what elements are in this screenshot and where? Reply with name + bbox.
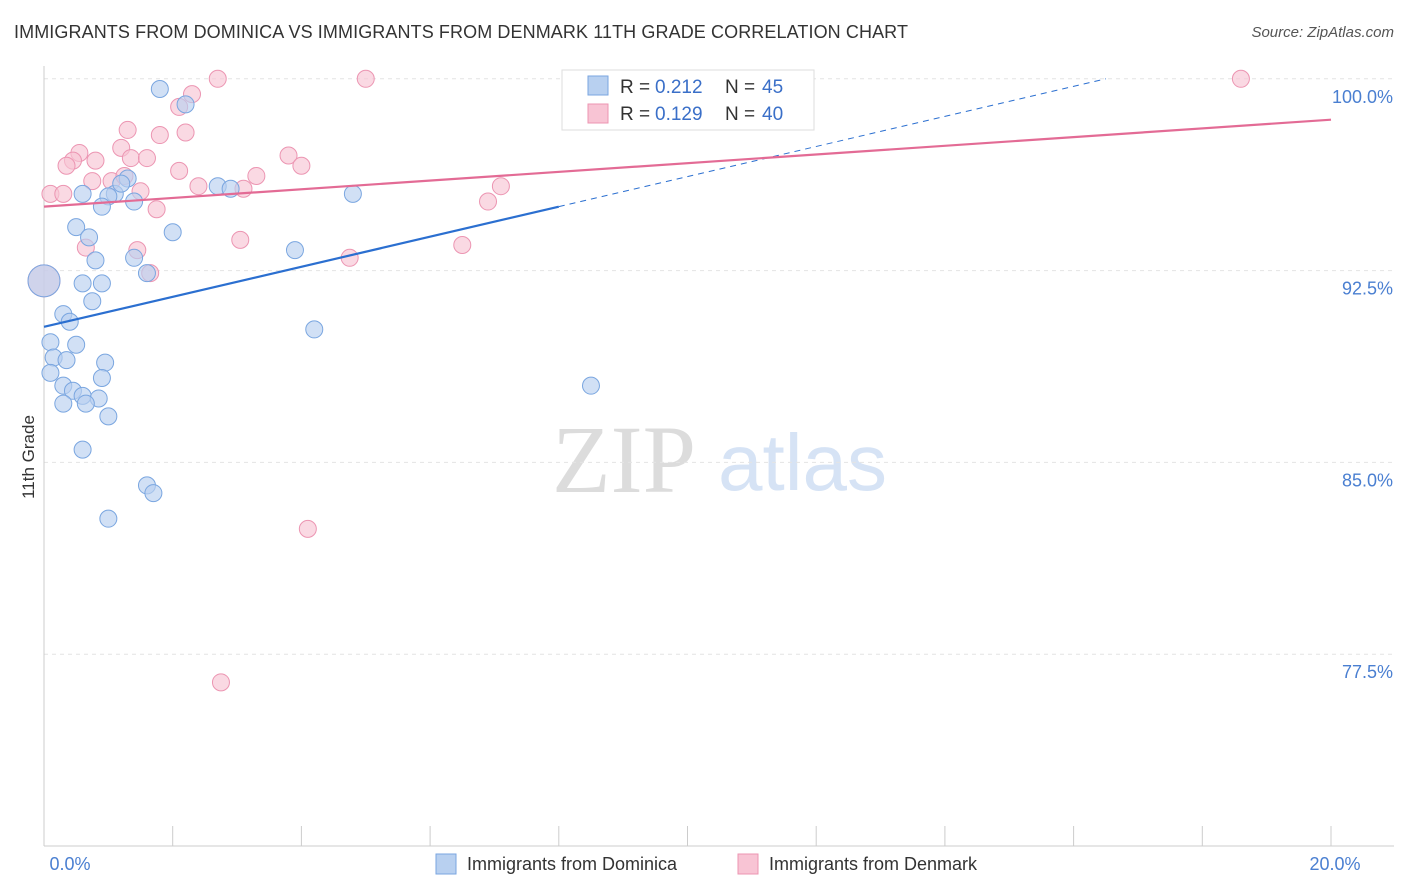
series-legend: Immigrants from Dominica Immigrants from… xyxy=(435,853,978,875)
legend-n-value-1: 45 xyxy=(762,77,783,98)
watermark: ZIP atlas xyxy=(552,406,887,513)
dominica-point-16 xyxy=(86,251,105,270)
denmark-point-30 xyxy=(231,230,250,249)
dominica-point-26 xyxy=(41,333,60,352)
denmark-point-1 xyxy=(356,69,375,88)
dominica-point-20 xyxy=(73,274,92,293)
dominica-point-41 xyxy=(73,440,92,459)
dominica-point-15 xyxy=(285,241,304,260)
dominica-point-37 xyxy=(581,376,600,395)
bottom-legend-label-denmark: Immigrants from Denmark xyxy=(769,854,978,874)
denmark-point-6 xyxy=(150,126,169,145)
dominica-point-44 xyxy=(99,509,118,528)
dominica-point-21 xyxy=(92,274,111,293)
denmark-point-38 xyxy=(211,673,230,692)
x-tick-labels: 0.0% 20.0% xyxy=(49,854,1360,874)
y-tick-label-0: 77.5% xyxy=(1342,662,1393,682)
dominica-point-2 xyxy=(73,184,92,203)
legend-r-value-1: 0.212 xyxy=(655,77,703,98)
bottom-legend-swatch-dominica xyxy=(435,853,457,875)
watermark-atlas: atlas xyxy=(718,418,887,507)
watermark-zip: ZIP xyxy=(552,406,696,513)
dominica-point-22 xyxy=(83,292,102,311)
denmark-point-29 xyxy=(147,200,166,219)
dominica-point-12 xyxy=(67,218,86,237)
dominica-point-14 xyxy=(163,223,182,242)
denmark-point-20 xyxy=(247,166,266,185)
dominica-point-27 xyxy=(67,335,86,354)
dominica-point-0 xyxy=(150,80,169,99)
denmark-point-2 xyxy=(1231,69,1250,88)
dominica-point-38 xyxy=(54,394,73,413)
legend-r-value-2: 0.129 xyxy=(655,104,703,125)
y-tick-label-3: 100.0% xyxy=(1332,87,1393,107)
denmark-point-15 xyxy=(292,156,311,175)
y-tick-labels: 77.5% 85.0% 92.5% 100.0% xyxy=(1332,87,1393,682)
bottom-legend-label-dominica: Immigrants from Dominica xyxy=(467,854,678,874)
dominica-point-19 xyxy=(27,264,61,298)
x-tick-label-1: 20.0% xyxy=(1309,854,1360,874)
denmark-point-17 xyxy=(170,161,189,180)
dominica-point-32 xyxy=(92,369,111,387)
denmark-point-13 xyxy=(137,149,156,168)
legend-n-label-2: N = xyxy=(725,104,755,125)
denmark-point-28 xyxy=(479,192,498,211)
dominica-point-31 xyxy=(41,363,60,382)
dominica-point-13 xyxy=(80,228,99,247)
legend-swatch-denmark xyxy=(587,103,609,124)
chart-title: IMMIGRANTS FROM DOMINICA VS IMMIGRANTS F… xyxy=(14,22,909,42)
dominica-point-1 xyxy=(176,95,195,114)
dominica-trend-extension xyxy=(558,78,1106,208)
bottom-legend-swatch-denmark xyxy=(737,853,759,875)
denmark-point-5 xyxy=(118,120,137,139)
dominica-point-29 xyxy=(57,351,76,370)
legend-n-label-1: N = xyxy=(725,77,755,98)
denmark-point-24 xyxy=(491,177,510,196)
legend-swatch-dominica xyxy=(587,75,609,96)
y-axis-label: 11th Grade xyxy=(19,415,38,499)
dominica-point-8 xyxy=(112,174,131,193)
stats-legend: R = 0.212 N = 45 R = 0.129 N = 40 xyxy=(561,69,815,131)
dominica-point-18 xyxy=(137,264,156,283)
denmark-point-14 xyxy=(279,146,298,165)
series-dominica-points xyxy=(27,80,600,528)
denmark-point-12 xyxy=(121,149,140,168)
dominica-point-11 xyxy=(343,184,362,203)
y-tick-label-2: 92.5% xyxy=(1342,279,1393,299)
series-denmark-points xyxy=(27,69,1250,692)
dominica-trend-line xyxy=(43,205,560,328)
dominica-point-30 xyxy=(96,353,115,372)
denmark-point-22 xyxy=(189,177,208,196)
denmark-point-37 xyxy=(298,519,317,538)
denmark-point-21 xyxy=(83,172,102,191)
legend-n-value-2: 40 xyxy=(762,104,783,125)
legend-r-label-2: R = xyxy=(620,104,650,125)
source-note: Source: ZipAtlas.com xyxy=(1251,24,1394,41)
dominica-point-17 xyxy=(125,248,144,267)
denmark-point-11 xyxy=(86,151,105,170)
y-tick-label-1: 85.0% xyxy=(1342,470,1393,490)
denmark-point-16 xyxy=(57,156,76,175)
denmark-point-26 xyxy=(54,184,73,203)
x-tick-label-0: 0.0% xyxy=(49,854,90,874)
dominica-point-39 xyxy=(76,394,95,413)
dominica-point-43 xyxy=(144,484,163,503)
denmark-point-0 xyxy=(208,69,227,88)
legend-r-label-1: R = xyxy=(620,77,650,98)
trend-lines xyxy=(43,78,1332,328)
denmark-point-7 xyxy=(176,123,195,142)
denmark-trend-line xyxy=(43,118,1332,208)
dominica-point-40 xyxy=(99,407,118,426)
denmark-point-31 xyxy=(453,236,472,255)
gridlines xyxy=(44,78,1394,655)
dominica-point-25 xyxy=(305,320,324,339)
dominica-point-10 xyxy=(92,197,111,216)
